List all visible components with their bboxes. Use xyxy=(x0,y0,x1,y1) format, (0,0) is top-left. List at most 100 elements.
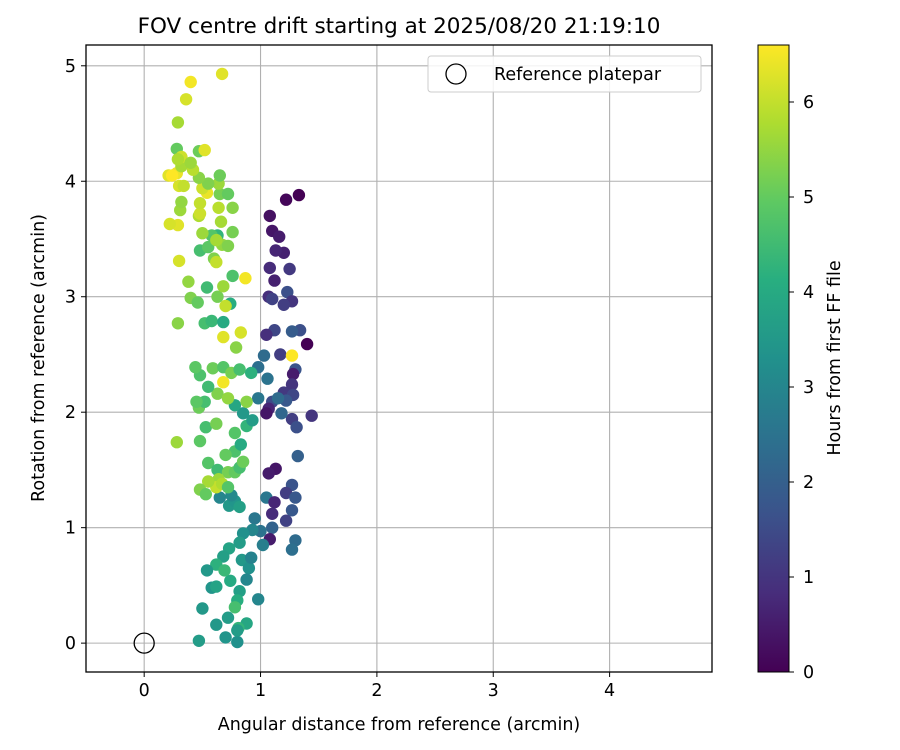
grid-lines xyxy=(86,45,712,672)
scatter-point xyxy=(242,561,256,575)
scatter-point xyxy=(274,348,287,361)
scatter-point xyxy=(226,225,239,239)
scatter-point xyxy=(277,298,290,311)
scatter-point xyxy=(226,201,239,214)
scatter-point xyxy=(214,215,228,228)
scatter-point xyxy=(221,239,235,253)
scatter-point xyxy=(193,434,207,448)
scatter-point xyxy=(245,366,258,380)
scatter-point xyxy=(205,314,218,328)
colorbar-tick-label: 0 xyxy=(803,663,814,683)
scatter-point xyxy=(190,395,203,408)
legend-box xyxy=(427,55,702,93)
scatter-point xyxy=(219,448,232,462)
scatter-point xyxy=(200,564,214,577)
scatter-point xyxy=(217,550,230,563)
reference-platepar-marker xyxy=(133,632,155,654)
scatter-point xyxy=(219,631,232,644)
scatter-point xyxy=(211,290,224,303)
scatter-point xyxy=(193,197,207,210)
scatter-point xyxy=(184,156,197,169)
colorbar-tick-label: 5 xyxy=(803,188,814,208)
scatter-point xyxy=(217,315,230,329)
scatter-point xyxy=(245,551,258,564)
scatter-point xyxy=(196,602,209,615)
scatter-point xyxy=(275,407,288,420)
scatter-point xyxy=(239,272,252,285)
x-tick-label: 4 xyxy=(604,681,615,701)
scatter-point xyxy=(171,116,185,129)
scatter-point xyxy=(236,527,250,540)
scatter-point xyxy=(263,209,276,223)
y-tick-label: 3 xyxy=(65,288,76,308)
scatter-point xyxy=(210,618,223,631)
scatter-point xyxy=(182,275,195,288)
scatter-point xyxy=(177,179,190,193)
colorbar-tick-label: 2 xyxy=(803,473,814,493)
axis-ticks: 0 1 2 3 4 0 1 2 3 4 5 xyxy=(65,57,615,701)
scatter-point xyxy=(248,512,261,525)
scatter-point xyxy=(217,280,230,293)
colorbar-tick-label: 4 xyxy=(803,283,814,303)
scatter-point xyxy=(266,292,279,306)
scatter-point xyxy=(206,362,219,375)
legend-label-reference: Reference platepar xyxy=(494,65,662,85)
scatter-point xyxy=(202,177,215,190)
colorbar-gradient xyxy=(757,44,790,673)
scatter-point xyxy=(224,574,237,587)
scatter-point xyxy=(217,376,230,389)
colorbar-tick-label: 3 xyxy=(803,378,814,398)
scatter-point xyxy=(263,261,276,275)
scatter-point xyxy=(200,281,214,294)
legend: Reference platepar xyxy=(427,55,702,93)
scatter-point xyxy=(279,193,293,206)
scatter-point xyxy=(199,421,212,434)
colorbar-ticks: 0 1 2 3 4 5 6 xyxy=(789,93,814,683)
x-tick-label: 0 xyxy=(139,681,150,701)
colorbar: 0 1 2 3 4 5 6 Hours from first FF file xyxy=(757,44,845,683)
colorbar-tick-label: 6 xyxy=(803,93,814,113)
scatter-point xyxy=(218,564,231,577)
scatter-point xyxy=(231,624,244,637)
scatter-point xyxy=(266,507,279,520)
scatter-point xyxy=(273,230,286,243)
scatter-point xyxy=(199,488,212,501)
y-tick-label: 4 xyxy=(65,172,76,192)
x-tick-label: 1 xyxy=(255,681,266,701)
scatter-point xyxy=(202,240,215,254)
scatter-point xyxy=(163,217,176,231)
scatter-point xyxy=(210,255,223,269)
scatter-point xyxy=(231,635,244,649)
data-points xyxy=(133,67,318,654)
y-tick-label: 2 xyxy=(65,403,76,423)
legend-marker-reference xyxy=(445,63,467,85)
scatter-point xyxy=(300,337,314,351)
scatter-point xyxy=(210,417,223,430)
scatter-point xyxy=(285,543,299,556)
scatter-point xyxy=(202,380,215,393)
scatter-point xyxy=(234,438,247,451)
scatter-point xyxy=(229,341,243,354)
scatter-point xyxy=(196,227,209,240)
scatter-point xyxy=(285,378,299,391)
scatter-point xyxy=(252,593,265,606)
scatter-point xyxy=(221,611,235,624)
scatter-point xyxy=(285,325,299,338)
y-tick-label: 1 xyxy=(65,519,76,539)
scatter-point xyxy=(235,553,249,567)
scatter-point xyxy=(219,299,232,313)
scatter-point xyxy=(179,93,193,106)
y-tick-label: 5 xyxy=(65,57,76,77)
scatter-point xyxy=(236,407,250,420)
scatter-point xyxy=(202,475,215,488)
scatter-point xyxy=(170,436,183,449)
scatter-point xyxy=(266,521,279,534)
x-tick-label: 3 xyxy=(488,681,499,701)
scatter-point xyxy=(212,201,225,214)
scatter-point xyxy=(233,536,246,549)
scatter-point xyxy=(279,486,293,500)
scatter-point xyxy=(221,481,235,494)
scatter-point xyxy=(289,491,302,504)
scatter-point xyxy=(236,455,250,468)
scatter-point xyxy=(192,634,206,647)
